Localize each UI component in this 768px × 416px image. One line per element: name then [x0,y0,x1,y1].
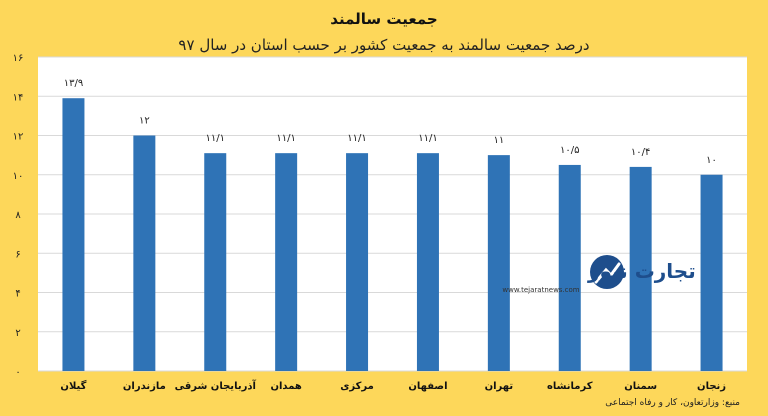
x-tick-label: کرمانشاه [547,381,593,392]
chart-title: جمعیت سالمند [330,10,438,28]
data-label: ۱۱/۱ [276,133,295,144]
bar [629,166,652,371]
x-tick-label: اصفهان [408,381,447,392]
y-tick-label: ۱۰ [13,171,24,182]
x-tick-label: مازندران [123,381,166,392]
logo-url: www.tejaratnews.com [502,286,579,294]
y-tick-label: ۶ [15,249,20,260]
tejaratnews-logo: تجارت نیوز www.tejaratnews.com [502,255,696,294]
data-label: ۱۲ [139,116,150,127]
data-label: ۱۱ [493,135,504,146]
bar [487,155,510,371]
y-tick-label: ۸ [15,210,21,221]
y-tick-label: ۱۴ [13,92,24,103]
y-tick-label: ۲ [15,328,20,339]
logo-name: تجارت نیوز [587,259,696,283]
data-label: ۱۰/۵ [560,145,579,156]
y-tick-label: ۰ [15,367,20,378]
x-tick-label: همدان [270,381,301,392]
y-tick-label: ۱۶ [13,53,24,64]
data-label: ۱۱/۱ [206,133,225,144]
bar [558,164,581,371]
bar [416,153,439,371]
x-tick-label: تهران [485,381,514,392]
x-tick-label: آذربایجان شرقی [175,379,257,392]
bar [204,153,227,371]
data-label: ۱۰/۴ [631,147,650,158]
logo-arrow-icon [594,262,621,284]
bar [62,98,85,372]
x-tick-label: سمنان [624,381,657,392]
bar [346,153,369,371]
bar [133,135,156,371]
bar [275,153,298,371]
source-note: منبع: وزارتعاون، کار و رفاه اجتماعی [605,398,740,408]
data-label: ۱۱/۱ [418,133,437,144]
y-tick-label: ۴ [15,289,20,300]
data-label: ۱۳/۹ [64,78,83,89]
data-label: ۱۰ [706,155,717,166]
y-tick-label: ۱۲ [13,132,24,143]
x-tick-label: مرکزی [340,381,374,392]
x-tick-label: زنجان [697,381,726,392]
bar [700,174,723,371]
x-tick-label: گیلان [60,379,86,392]
chart-subtitle: درصد جمعیت سالمند به جمعیت کشور بر حسب ا… [178,36,590,54]
data-label: ۱۱/۱ [347,133,366,144]
